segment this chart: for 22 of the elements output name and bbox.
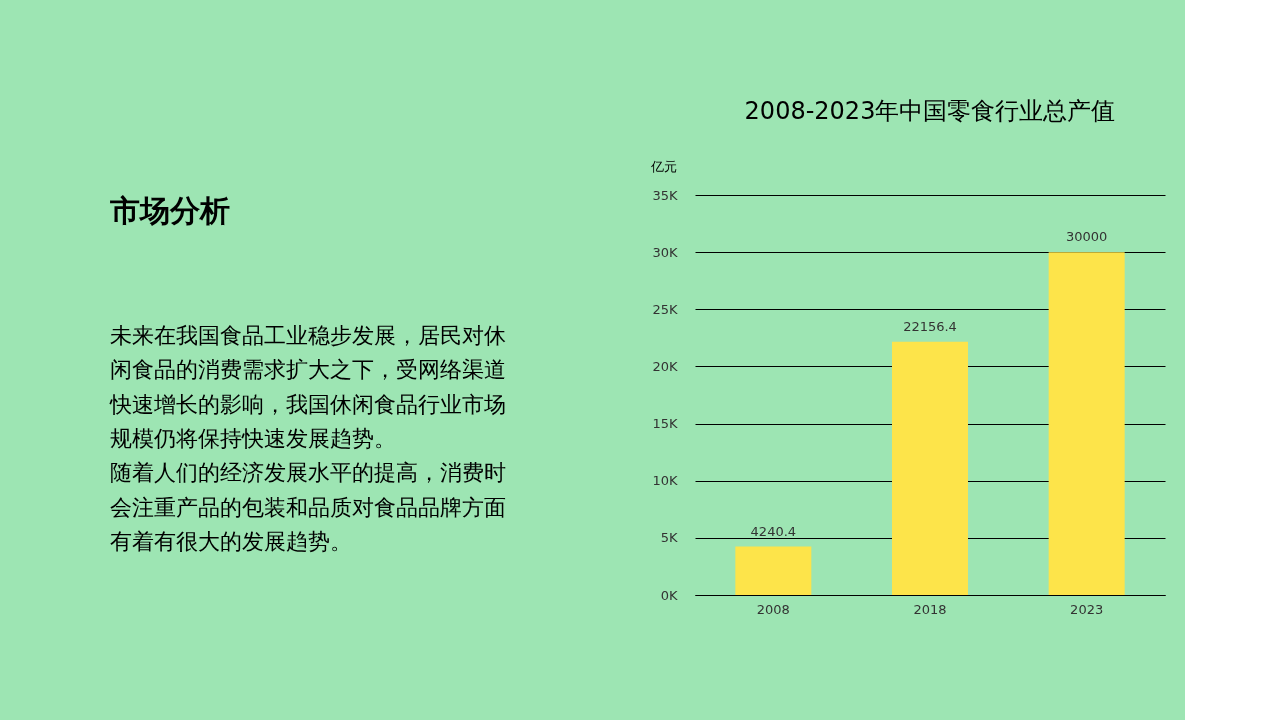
x-tick-label: 2023 (1070, 601, 1104, 617)
y-tick-label: 30K (652, 244, 678, 260)
data-label: 30000 (1065, 229, 1108, 245)
y-tick-label: 15K (652, 416, 678, 432)
bar (1048, 252, 1125, 595)
y-axis-title: 亿元 (649, 158, 677, 174)
x-tick-label: 2018 (913, 601, 947, 617)
x-tick-label: 2008 (756, 601, 790, 617)
data-label: 22156.4 (903, 318, 957, 334)
y-tick-label: 20K (652, 358, 678, 374)
y-tick-label: 10K (652, 473, 678, 489)
data-label: 4240.4 (750, 523, 797, 539)
bar (892, 341, 968, 595)
y-tick-label: 35K (652, 187, 678, 203)
text: 未来在我国食品工业稳步发展，居民对休闲食品的消费需求扩大之下，受网络渠道快速增长的影响，我国休闲食品行业市场规模仍将保持快速发展趋势。 (109, 322, 506, 452)
text: 随着人们的经济发展水平的提高，消费时会注重产品的包装和品质对食品品牌方面有着有很大的发展趋势。 (110, 460, 506, 555)
chart-title: 2008-2023年中国零食行业总产值 (744, 97, 1116, 125)
y-tick-label: 0K (660, 587, 678, 603)
y-tick-label: 25K (652, 301, 678, 317)
text: 市场分析 (109, 192, 230, 228)
bar (735, 546, 812, 595)
y-tick-label: 5K (660, 530, 678, 546)
